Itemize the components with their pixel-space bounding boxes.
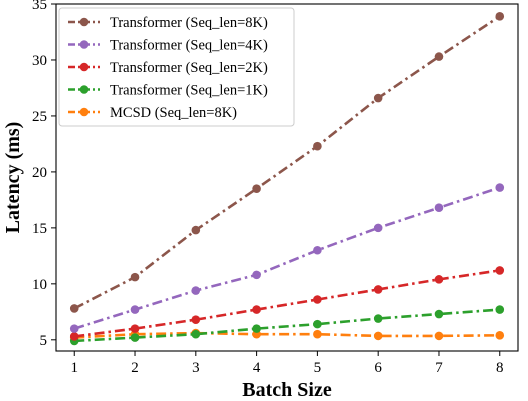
axes-frame <box>55 3 519 352</box>
data-point <box>313 141 322 151</box>
legend-box <box>58 7 295 127</box>
data-point <box>495 305 505 314</box>
data-point <box>495 331 505 340</box>
data-point <box>130 333 140 342</box>
y-tick-label: 10 <box>32 277 47 293</box>
x-tick-label: 4 <box>253 360 261 376</box>
series-line-0 <box>73 15 501 310</box>
x-axis-title: Batch Size <box>242 379 332 401</box>
data-point <box>373 285 383 294</box>
x-tick-label: 3 <box>192 360 200 376</box>
data-point <box>434 203 444 213</box>
data-point <box>373 223 383 233</box>
data-point <box>130 305 140 314</box>
y-tick-label: 15 <box>32 221 47 237</box>
x-tick-label: 1 <box>70 360 78 376</box>
legend-label: Transformer (Seq_len=8K) <box>110 15 268 31</box>
data-point <box>373 331 383 341</box>
y-axis-title: Latency (ms) <box>2 122 24 234</box>
data-point <box>252 184 261 193</box>
y-tick-label: 35 <box>32 0 47 13</box>
plot-layer <box>69 12 505 346</box>
data-point <box>252 324 261 333</box>
data-point <box>434 52 444 61</box>
legend: Transformer (Seq_len=8K) Transformer (Seq… <box>58 7 295 127</box>
legend-label: Transformer (Seq_len=1K) <box>110 83 268 99</box>
data-point <box>373 314 383 323</box>
data-point <box>373 93 383 103</box>
series-line-3 <box>74 308 500 343</box>
data-point <box>313 319 322 329</box>
data-point <box>495 183 505 192</box>
data-point <box>313 329 322 339</box>
y-tick-label: 20 <box>32 165 47 181</box>
legend-swatch-marker <box>79 107 89 117</box>
data-point <box>69 304 79 313</box>
data-point <box>191 286 201 295</box>
data-point <box>495 12 505 21</box>
data-point <box>252 305 261 314</box>
legend-label: MCSD (Seq_len=8K) <box>110 105 237 121</box>
series-line-4 <box>74 331 500 339</box>
series-line-1 <box>73 186 501 330</box>
data-point <box>191 315 201 324</box>
x-tick-label: 7 <box>435 360 443 376</box>
x-tick-label: 5 <box>314 360 322 376</box>
data-point <box>69 324 79 333</box>
data-point <box>313 295 322 304</box>
axes-layer: 1 2 3 4 5 6 7 8 5 10 15 20 25 30 35 <box>32 0 519 376</box>
x-tick-label: 2 <box>131 360 139 376</box>
x-tick-label: 8 <box>496 360 504 376</box>
legend-swatch-marker <box>79 17 89 27</box>
data-point <box>495 266 505 275</box>
data-point <box>434 331 444 341</box>
data-point <box>191 225 201 235</box>
data-point <box>69 332 79 341</box>
legend-label: Transformer (Seq_len=2K) <box>110 60 268 76</box>
data-point <box>434 309 444 319</box>
y-tick-label: 5 <box>40 333 48 349</box>
y-tick-label: 25 <box>32 109 47 125</box>
legend-swatch-marker <box>79 62 89 72</box>
x-tick-label: 6 <box>374 360 382 376</box>
data-point <box>313 245 322 255</box>
data-point <box>130 272 140 282</box>
data-point <box>130 324 140 333</box>
data-point <box>191 329 201 339</box>
data-point <box>252 270 261 280</box>
data-point <box>434 275 444 284</box>
legend-swatch-marker <box>79 40 89 49</box>
legend-swatch-marker <box>79 85 89 94</box>
y-tick-label: 30 <box>32 53 47 69</box>
legend-label: Transformer (Seq_len=4K) <box>110 38 268 54</box>
